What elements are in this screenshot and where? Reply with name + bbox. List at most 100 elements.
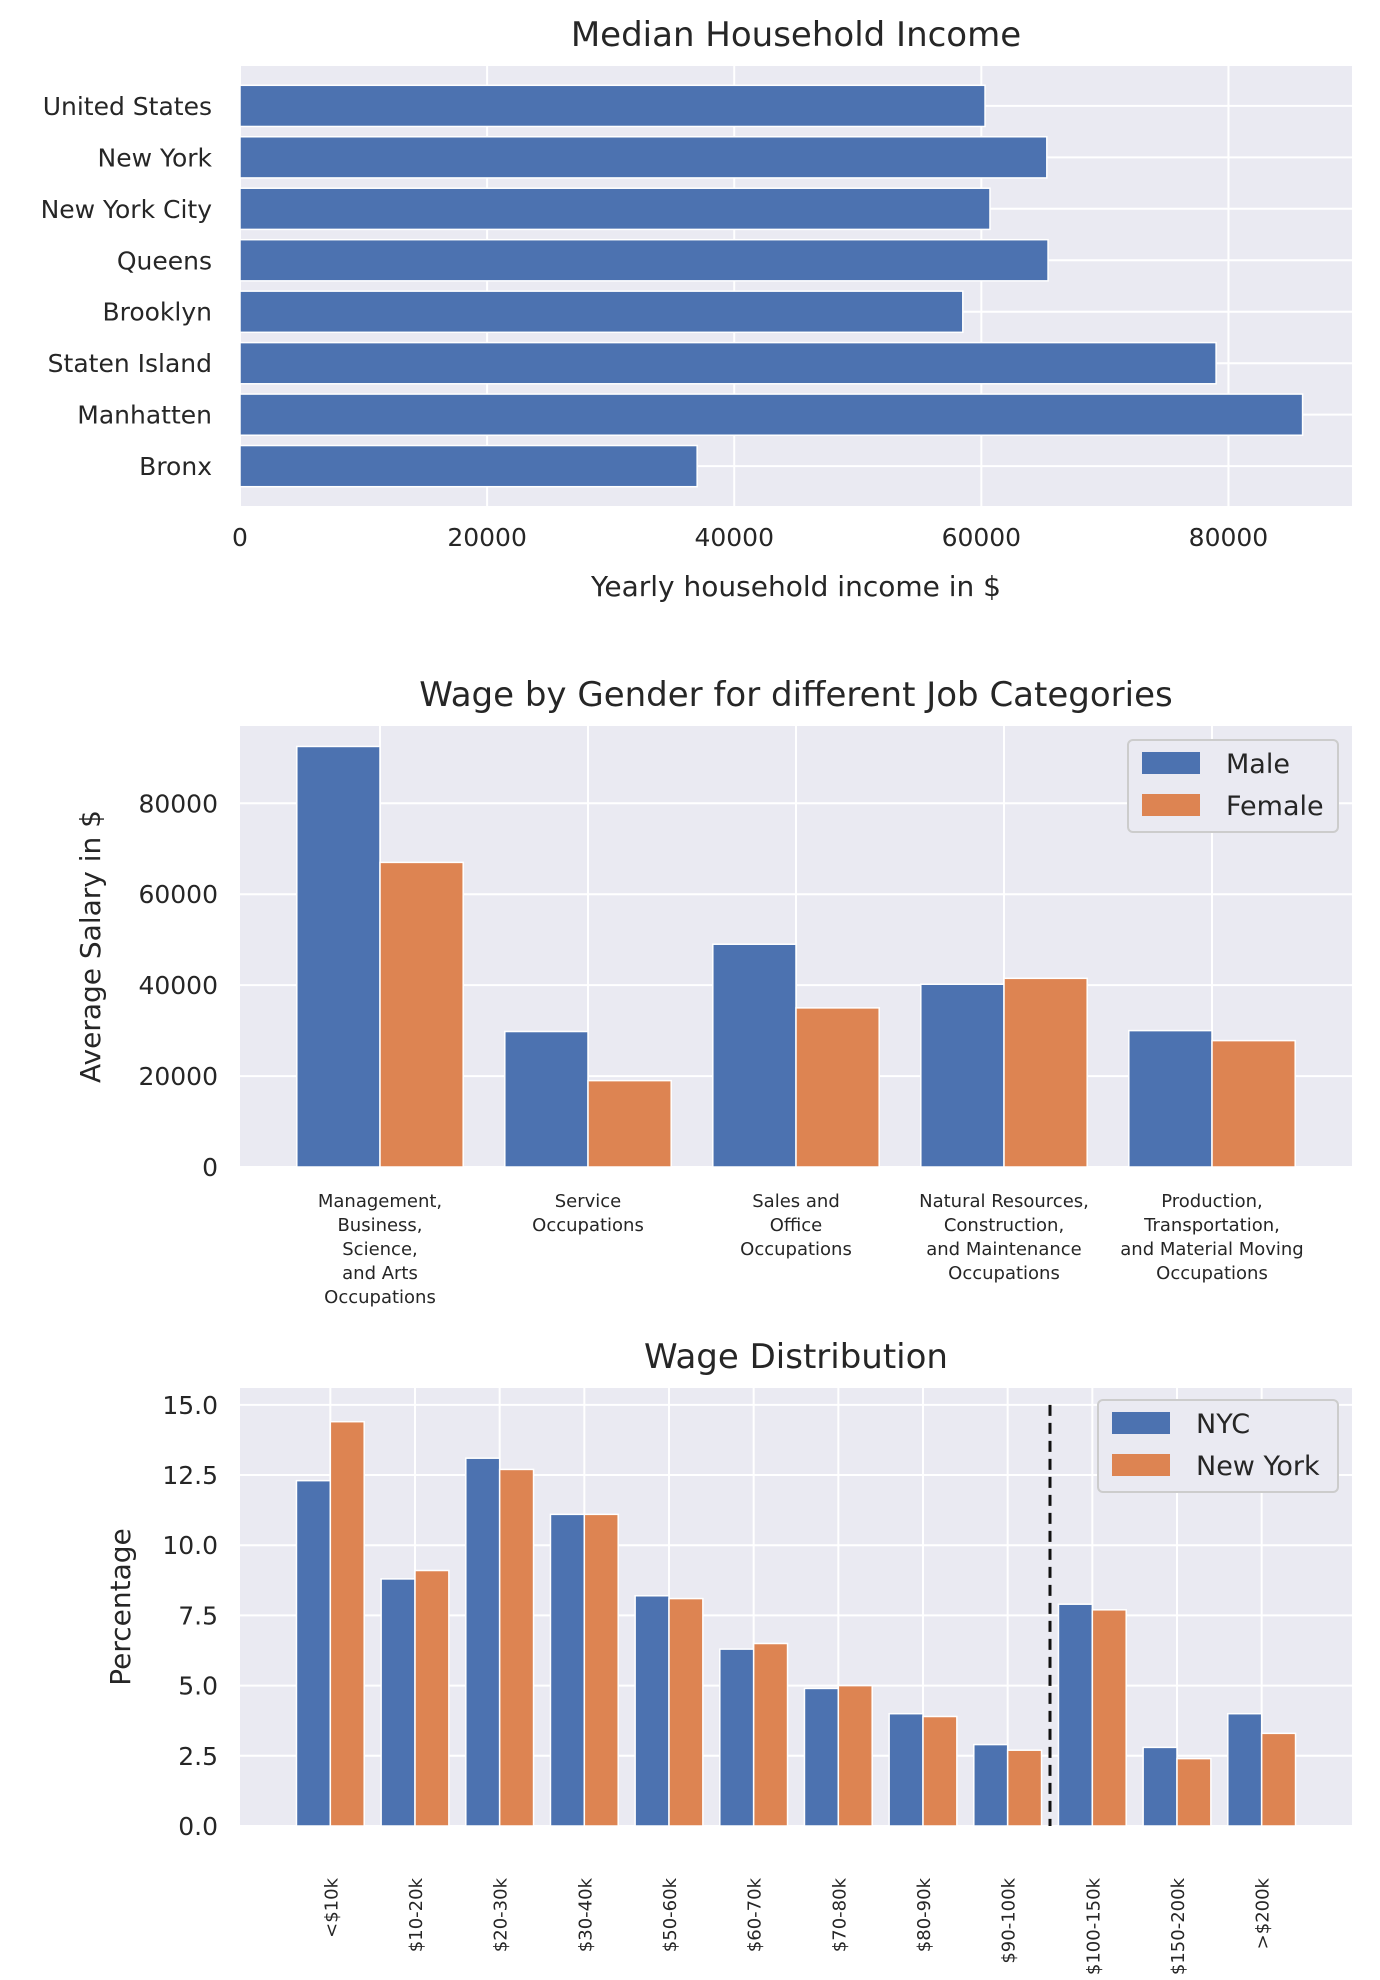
bar bbox=[498, 1468, 535, 1827]
x-tick-label: $50-60k bbox=[660, 1877, 681, 1952]
y-tick-label: 40000 bbox=[138, 971, 218, 1000]
bar bbox=[295, 1479, 332, 1827]
y-tick-label: Queens bbox=[117, 246, 212, 275]
x-tick-label: Sales and Office Occupations bbox=[740, 1191, 852, 1260]
y-tick-label: New York City bbox=[41, 195, 213, 224]
bar bbox=[239, 238, 1049, 282]
y-tick-label: 5.0 bbox=[178, 1672, 218, 1701]
y-tick-label: 0 bbox=[202, 1153, 218, 1182]
legend-label: Female bbox=[1226, 791, 1324, 822]
x-tick-label: $30-40k bbox=[575, 1877, 596, 1952]
x-tick-label: 40000 bbox=[694, 523, 774, 552]
x-tick-label-line: Occupations bbox=[324, 1287, 436, 1308]
y-tick-label: 60000 bbox=[138, 880, 218, 909]
x-tick-label-line: Occupations bbox=[1156, 1263, 1268, 1284]
bar bbox=[1260, 1732, 1297, 1827]
x-tick-label-line: Business, bbox=[337, 1215, 422, 1236]
bar bbox=[795, 1007, 880, 1168]
legend-label: Male bbox=[1226, 749, 1290, 780]
chart-title: Wage by Gender for different Job Categor… bbox=[419, 675, 1172, 715]
bar bbox=[239, 444, 698, 488]
y-tick-label: 0.0 bbox=[178, 1812, 218, 1841]
legend-label: New York bbox=[1196, 1451, 1320, 1482]
bar bbox=[414, 1569, 450, 1827]
x-tick-label-line: and Arts bbox=[342, 1263, 418, 1284]
y-axis-label: Average Salary in $ bbox=[74, 810, 107, 1083]
x-tick-label-line: Service bbox=[555, 1191, 622, 1212]
y-tick-label: Staten Island bbox=[48, 349, 212, 378]
bar bbox=[379, 861, 464, 1168]
x-tick-label: $10-20k bbox=[406, 1877, 427, 1952]
bar bbox=[922, 1715, 958, 1827]
x-tick-label: $20-30k bbox=[491, 1877, 512, 1952]
chart-median-income: 0 20000 40000 60000 80000 United States New Yo… bbox=[41, 15, 1352, 603]
x-tick-label: <$10k bbox=[321, 1877, 342, 1937]
x-tick-label: 0 bbox=[232, 523, 248, 552]
bar bbox=[920, 983, 1005, 1168]
bar bbox=[1176, 1757, 1212, 1827]
chart-title: Median Household Income bbox=[571, 15, 1021, 55]
bar bbox=[1057, 1603, 1094, 1827]
x-tick-label: $80-90k bbox=[914, 1877, 935, 1952]
chart-title: Wage Distribution bbox=[644, 1337, 948, 1377]
x-tick-label-line: Sales and bbox=[752, 1191, 840, 1212]
x-tick-label-line: Science, bbox=[342, 1239, 418, 1260]
legend-swatch bbox=[1142, 794, 1200, 816]
bar bbox=[973, 1743, 1009, 1827]
x-tick-label-line: Occupations bbox=[948, 1263, 1060, 1284]
bar bbox=[504, 1030, 589, 1168]
bar bbox=[583, 1513, 619, 1827]
bar bbox=[549, 1513, 586, 1827]
x-axis-label: Yearly household income in $ bbox=[590, 570, 1001, 603]
legend: Male Female bbox=[1127, 739, 1339, 833]
x-tick-label-line: Occupations bbox=[532, 1215, 644, 1236]
y-tick-label: Manhatten bbox=[77, 401, 212, 430]
bar bbox=[239, 84, 986, 128]
bar bbox=[1227, 1712, 1263, 1827]
legend-label: NYC bbox=[1196, 1409, 1250, 1440]
y-tick-label: Brooklyn bbox=[102, 298, 212, 327]
x-tick-label: 80000 bbox=[1189, 523, 1269, 552]
bar bbox=[239, 290, 964, 334]
legend: NYC New York bbox=[1097, 1399, 1339, 1493]
legend-swatch bbox=[1112, 1412, 1170, 1434]
chart-wage-distribution: 0.0 2.5 5.0 7.5 10.0 12.5 15.0 <$10k $10-20k $20-… bbox=[104, 1337, 1352, 1975]
bar bbox=[888, 1712, 924, 1827]
x-tick-label: $60-70k bbox=[745, 1877, 766, 1952]
x-tick-label-line: Occupations bbox=[740, 1239, 852, 1260]
x-tick-label: $150-200k bbox=[1168, 1877, 1189, 1975]
y-tick-label: United States bbox=[43, 92, 212, 121]
bar bbox=[465, 1457, 501, 1827]
bar bbox=[1091, 1609, 1127, 1827]
bar bbox=[587, 1079, 672, 1168]
legend-swatch bbox=[1112, 1454, 1170, 1476]
x-tick-label: 20000 bbox=[447, 523, 527, 552]
bar bbox=[668, 1597, 704, 1827]
plot-area bbox=[240, 66, 1352, 506]
bar bbox=[1211, 1039, 1296, 1168]
y-tick-label: 15.0 bbox=[162, 1391, 218, 1420]
y-tick-label: 12.5 bbox=[162, 1461, 218, 1490]
x-tick-label-line: Production, bbox=[1161, 1191, 1263, 1212]
bar bbox=[1006, 1749, 1043, 1827]
y-tick-label: 80000 bbox=[138, 789, 218, 818]
bar bbox=[380, 1578, 416, 1827]
y-tick-label: New York bbox=[98, 143, 213, 172]
bar bbox=[1128, 1029, 1213, 1168]
y-tick-label: 2.5 bbox=[178, 1742, 218, 1771]
x-tick-label-line: and Maintenance bbox=[926, 1239, 1082, 1260]
bar bbox=[719, 1648, 755, 1827]
bar bbox=[712, 943, 797, 1168]
y-tick-label: 10.0 bbox=[162, 1531, 218, 1560]
y-tick-label: 7.5 bbox=[178, 1601, 218, 1630]
x-tick-label: $90-100k bbox=[999, 1877, 1020, 1963]
bar bbox=[803, 1687, 840, 1827]
x-tick-label-line: and Material Moving bbox=[1120, 1239, 1303, 1260]
bar bbox=[1142, 1746, 1178, 1827]
x-tick-label: $100-150k bbox=[1083, 1877, 1104, 1975]
x-tick-label: 60000 bbox=[942, 523, 1022, 552]
legend-swatch bbox=[1142, 752, 1200, 774]
chart-wage-by-gender: 0 20000 40000 60000 80000 Management, Business… bbox=[74, 675, 1352, 1308]
bar bbox=[239, 341, 1217, 385]
